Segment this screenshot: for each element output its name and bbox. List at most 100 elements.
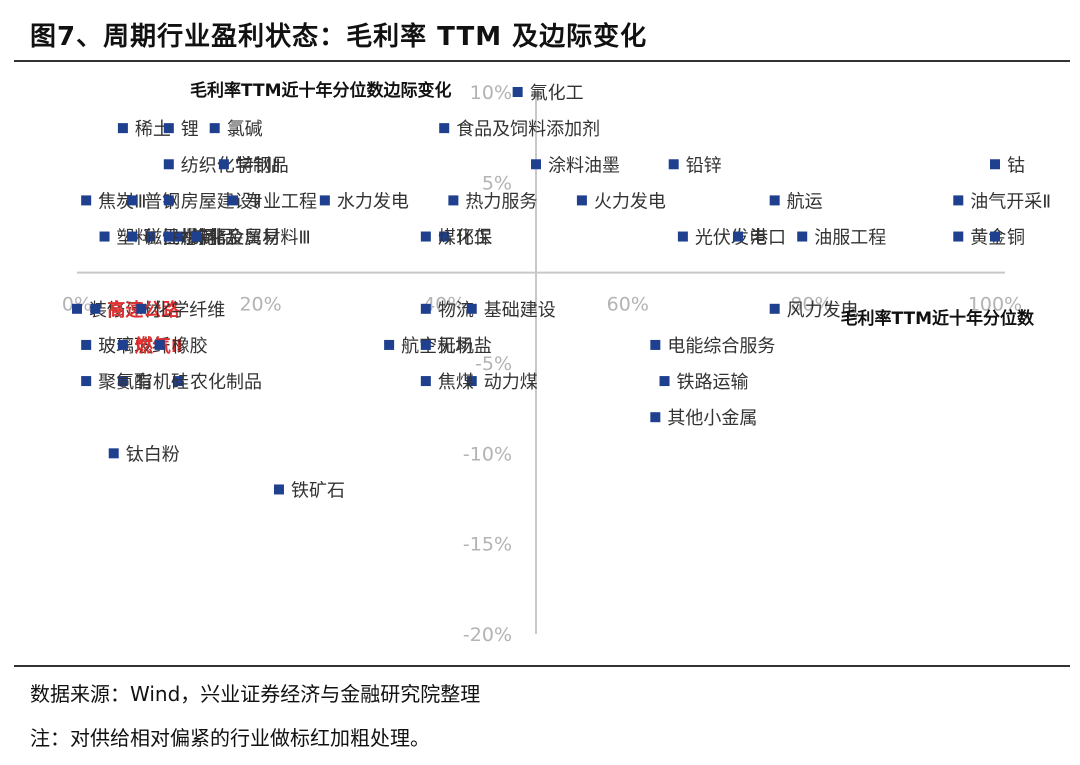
point-marker: [576, 195, 587, 206]
point-marker: [990, 159, 1000, 170]
point-marker: [319, 195, 330, 206]
point-label: 港口: [750, 228, 786, 249]
point-label: 有机硅: [135, 372, 189, 393]
data-point: 化学纤维: [136, 300, 225, 321]
data-point: 油服工程: [797, 228, 886, 249]
data-point: 钛白粉: [108, 444, 180, 465]
y-axis-title: 毛利率TTM近十年分位数边际变化: [190, 80, 452, 101]
point-label: 农化制品: [190, 372, 262, 393]
point-marker: [531, 159, 541, 170]
point-marker: [136, 303, 147, 314]
data-point: 港口: [732, 228, 786, 249]
point-marker: [228, 195, 239, 206]
point-marker: [90, 303, 101, 314]
point-marker: [953, 195, 964, 206]
point-label: 风力发电: [787, 300, 859, 321]
data-point: 农化制品: [172, 372, 262, 393]
data-point: 无机盐: [420, 336, 492, 357]
point-label: 钛白粉: [126, 444, 180, 465]
y-tick-label: 5%: [482, 172, 512, 194]
top-rule: [14, 60, 1070, 62]
point-marker: [420, 303, 431, 314]
point-marker: [273, 484, 284, 495]
figure-title: 图7、周期行业盈利状态：毛利率 TTM 及边际变化: [30, 22, 648, 52]
point-marker: [466, 303, 477, 314]
point-label: 橡胶: [172, 336, 208, 357]
data-point: 食品及饲料添加剂: [439, 119, 600, 140]
remark-note: 注：对供给相对偏紧的行业做标红加粗处理。: [30, 726, 430, 750]
point-label: 油服工程: [814, 228, 886, 249]
data-point: 风力发电: [769, 300, 859, 321]
data-point: 专业工程: [228, 191, 317, 212]
point-label: 纺织化学制品: [181, 155, 289, 176]
source-note: 数据来源：Wind，兴业证券经济与金融研究院整理: [30, 682, 481, 706]
point-marker: [163, 123, 174, 134]
point-marker: [99, 231, 110, 242]
data-point: 油气开采Ⅱ: [953, 191, 1051, 212]
data-point: 水力发电: [319, 191, 409, 212]
data-point: 环保: [439, 228, 492, 249]
point-marker: [154, 339, 165, 350]
point-marker: [117, 339, 128, 350]
point-label: 炼化及贸易: [190, 228, 280, 249]
data-point: 氯碱: [209, 119, 263, 140]
point-label: 化学纤维: [153, 300, 225, 321]
data-point: 火力发电: [576, 191, 666, 212]
point-marker: [209, 123, 220, 134]
point-label: 其他小金属: [667, 408, 757, 429]
data-point: 铁路运输: [659, 372, 749, 393]
point-label: 煤化工: [438, 228, 492, 249]
data-point: 动力煤: [466, 372, 538, 393]
point-label: 涂料油墨: [548, 155, 620, 176]
data-point: 炼化及贸易: [172, 228, 280, 249]
point-label: 铅锌: [686, 155, 722, 176]
point-label: 黄金: [970, 228, 1006, 249]
point-label: 光伏发电: [695, 228, 767, 249]
point-label: 非金属材料Ⅲ: [208, 228, 310, 249]
point-marker: [420, 339, 431, 350]
point-marker: [163, 231, 174, 242]
point-marker: [163, 195, 174, 206]
point-label: 火力发电: [594, 191, 666, 212]
data-point: 房屋建设Ⅱ: [163, 191, 262, 212]
data-point: 煤化工: [420, 228, 492, 249]
point-label: 焦炭Ⅲ: [98, 191, 146, 212]
point-marker: [420, 376, 431, 387]
point-label: 氟化工: [530, 83, 584, 104]
point-marker: [659, 376, 670, 387]
data-point: 涂料油墨: [531, 155, 620, 176]
data-point: 铅锌: [668, 155, 722, 176]
point-label: 无机盐: [438, 336, 492, 357]
data-point: 氟化工: [512, 83, 584, 104]
data-point: 非金属材料Ⅲ: [191, 228, 311, 249]
data-point: 锂: [163, 119, 199, 140]
point-marker: [117, 376, 128, 387]
point-label: 基础建设: [484, 300, 556, 321]
point-marker: [512, 87, 523, 97]
point-label: 铜: [1007, 228, 1025, 249]
point-marker: [127, 195, 138, 206]
bottom-rule: [14, 665, 1070, 667]
chart-axes: [77, 92, 1005, 634]
point-label: 锂: [181, 119, 199, 140]
point-label: 普钢: [144, 191, 180, 212]
data-point: 聚氨酯: [81, 372, 152, 393]
point-marker: [668, 159, 679, 170]
point-marker: [172, 376, 183, 387]
data-point: 有机硅: [117, 372, 189, 393]
data-point: 电能综合服务: [650, 336, 775, 357]
point-label: 铁路运输: [677, 372, 749, 393]
point-label: 聚氨酯: [98, 372, 152, 393]
point-label: 铁矿石: [291, 480, 345, 501]
data-point: 其他小金属: [650, 408, 757, 429]
data-point: 光伏发电: [677, 228, 767, 249]
point-marker: [72, 303, 82, 314]
data-point: 纺织化学制品: [163, 155, 289, 176]
x-tick-label: 20%: [239, 294, 281, 316]
point-marker: [797, 231, 808, 242]
point-label: 玻璃玻纤: [98, 336, 170, 357]
point-label: 水力发电: [337, 191, 409, 212]
data-point: 特钢Ⅱ: [218, 155, 281, 176]
data-point: 稀土: [117, 119, 171, 140]
point-marker: [191, 231, 202, 242]
